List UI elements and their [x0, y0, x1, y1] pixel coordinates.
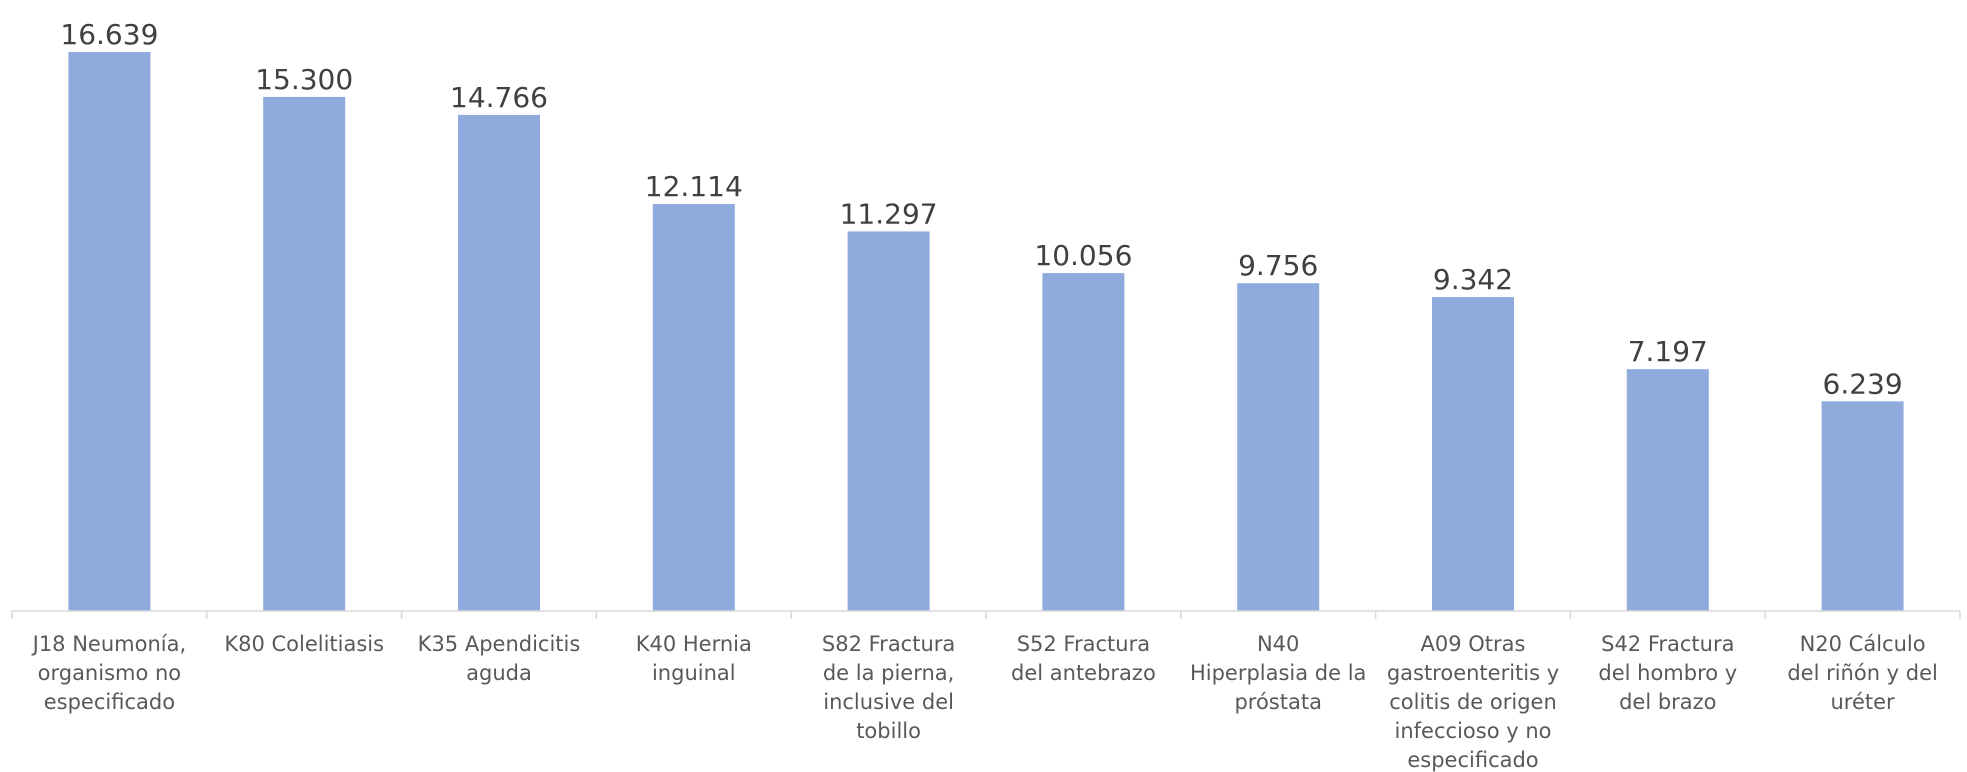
- bar-value-label: 9.342: [1433, 263, 1513, 296]
- bar: [458, 114, 540, 611]
- category-label: K35 Apendicitis aguda: [418, 632, 581, 685]
- bar-value-label: 14.766: [450, 81, 548, 114]
- bar: [68, 51, 151, 611]
- bar: [847, 231, 930, 611]
- bar-value-label: 6.239: [1823, 367, 1903, 400]
- bar-value-label: 10.056: [1034, 239, 1132, 272]
- bar: [1237, 283, 1320, 611]
- bar-value-label: 16.639: [60, 18, 158, 51]
- bar: [1626, 369, 1709, 611]
- bar: [263, 96, 346, 612]
- bar-value-label: 11.297: [840, 197, 938, 230]
- category-label: S52 Fractura del antebrazo: [1011, 632, 1156, 685]
- category-label: S82 Fractura de la pierna, inclusive del to…: [822, 632, 955, 743]
- bar: [1821, 401, 1904, 611]
- category-label: N40 Hiperplasia de la próstata: [1190, 632, 1367, 714]
- bar: [652, 203, 735, 611]
- category-label: S42 Fractura del hombro y del brazo: [1598, 632, 1737, 714]
- category-label: K40 Hernia inguinal: [636, 632, 752, 685]
- bars-group: [68, 51, 1904, 612]
- bar: [1432, 297, 1514, 611]
- bar-value-label: 9.756: [1238, 249, 1318, 282]
- bar-value-label: 12.114: [645, 170, 743, 203]
- category-label: A09 Otras gastroenteritis y colitis de ori…: [1387, 632, 1559, 772]
- bar: [1042, 273, 1125, 611]
- bar-value-label: 15.300: [255, 63, 353, 96]
- value-labels-group: 16.639 15.300 14.766 12.114 11.297 10.056 9.75…: [60, 18, 1902, 400]
- category-label: N20 Cálculo del riñón y del uréter: [1787, 632, 1938, 714]
- category-label: K80 Colelitiasis: [224, 632, 384, 656]
- bar-value-label: 7.197: [1628, 335, 1708, 368]
- x-axis: [11, 610, 1961, 619]
- category-labels-group: J18 Neumonía, organismo no especificado K80…: [31, 632, 1938, 772]
- category-label: J18 Neumonía, organismo no especificado: [31, 632, 187, 714]
